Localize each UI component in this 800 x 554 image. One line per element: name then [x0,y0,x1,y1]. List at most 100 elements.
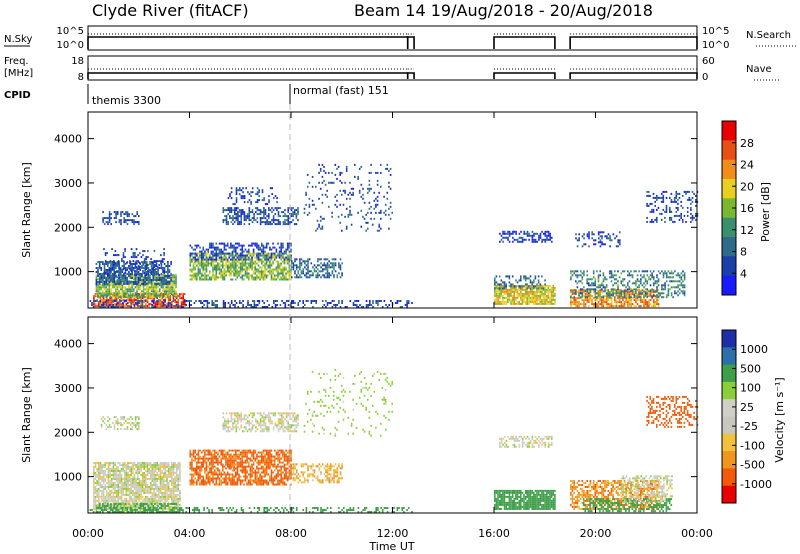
power-cell [581,272,584,275]
power-cell [609,303,611,306]
power-cell [339,266,342,269]
power-cell [109,301,111,304]
power-cell [551,240,553,243]
power-cell [103,282,106,285]
power-cell [201,306,204,308]
velocity-cell [102,501,105,504]
power-cell [237,217,239,220]
power-cell [356,300,358,302]
power-cell [160,254,162,257]
power-cell [97,284,99,287]
power-cell [304,266,306,269]
power-cell [656,294,658,297]
power-cell [159,301,162,304]
power-cell [326,268,329,271]
power-cell [278,254,281,257]
power-cell [244,270,247,273]
power-cell [215,260,218,263]
power-cell [200,274,203,277]
power-cell [373,199,376,202]
power-cell [149,271,151,273]
power-cell [268,304,270,306]
power-cell [102,261,104,263]
power-cell [691,196,694,199]
power-cell [111,284,114,287]
power-cell [272,219,275,222]
power-cell [657,270,660,273]
power-cell [269,270,271,273]
power-cell [544,240,547,243]
power-cell [121,284,124,287]
power-cell [217,248,219,251]
power-cell [347,193,350,196]
power-cell [218,276,221,279]
power-cell [235,187,238,190]
power-cell [652,289,655,292]
power-cell [236,260,239,263]
power-cell [369,304,371,306]
power-cell [503,285,506,288]
power-cell [677,198,679,201]
power-cell [620,297,623,300]
power-cell [179,293,181,296]
power-cell [599,286,601,289]
power-cell [279,223,281,226]
power-cell [222,274,224,277]
power-cell [609,294,611,297]
power-cell [334,258,337,261]
power-cell [244,268,247,271]
power-cell [155,263,158,265]
power-cell [204,262,206,265]
power-cell [677,274,679,277]
power-cell [511,296,514,299]
power-cell [633,299,636,302]
power-cell [175,301,178,304]
power-cell [333,262,335,265]
power-cell [302,302,304,304]
power-cell [277,213,280,216]
power-cell [575,299,577,302]
power-cell [256,254,258,257]
power-cell [256,209,259,212]
power-cell [602,272,605,275]
power-cell [571,297,574,300]
power-cell [604,299,606,302]
power-cell [622,290,624,293]
power-cell [319,187,322,190]
power-cell [158,267,161,269]
power-cell [370,171,372,174]
power-cell [256,199,259,202]
power-cell [230,191,233,194]
power-cell [140,301,142,304]
power-cell [248,274,250,277]
power-cell [386,163,389,166]
power-cell [163,254,165,257]
power-cell [498,275,501,278]
power-cell [652,299,655,302]
power-cell [136,294,138,297]
power-cell [116,288,119,291]
velocity-cell [94,486,97,488]
power-cell [665,276,668,279]
power-cell [212,242,214,245]
power-cell [526,230,529,233]
power-cell [262,270,265,273]
power-cell [235,250,237,253]
power-cell [287,209,289,212]
power-cell [516,300,519,303]
power-cell [168,296,171,299]
power-cell [526,298,529,301]
power-cell [344,181,346,184]
power-cell [228,264,231,267]
velocity-cell [109,497,111,500]
ytick-label: 2000 [54,221,82,234]
power-cell [269,252,271,255]
power-cell [100,288,103,291]
power-cell [537,288,540,291]
power-cell [154,286,156,289]
velocity-cell [114,501,116,504]
power-cell [500,292,503,295]
power-cell [277,272,279,275]
power-cell [593,239,595,242]
nsky-line [569,36,698,49]
